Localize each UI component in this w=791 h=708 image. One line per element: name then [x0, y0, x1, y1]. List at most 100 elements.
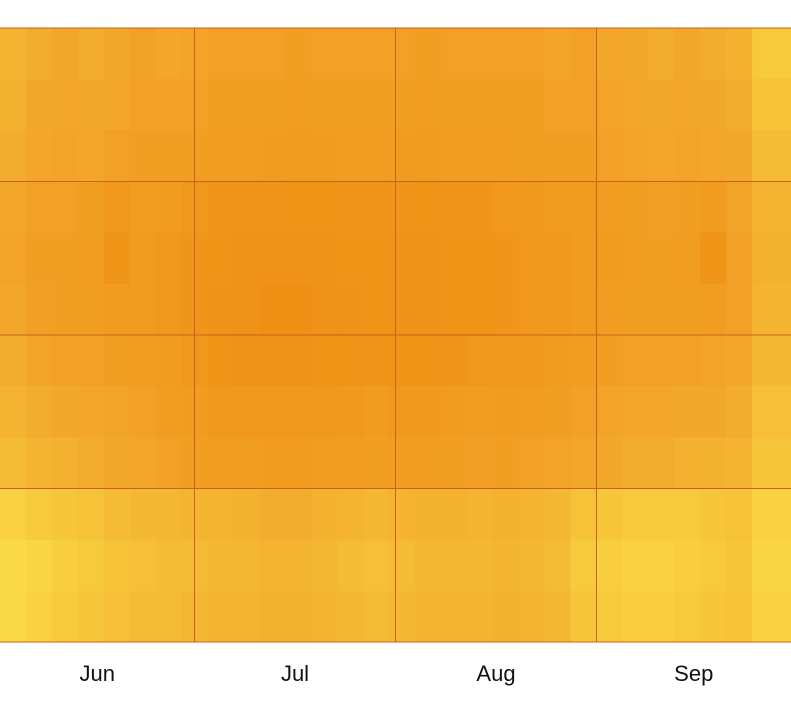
heatmap-cell [492, 28, 520, 80]
heatmap-cell [233, 335, 260, 387]
heatmap-cell [51, 386, 79, 438]
x-tick-label: Jun [80, 661, 115, 686]
heatmap-cell [51, 181, 79, 234]
heatmap-cell [285, 283, 312, 336]
heatmap-cell [492, 539, 520, 592]
heatmap-cell [674, 437, 701, 489]
heatmap-cell [752, 28, 791, 80]
heatmap-cell [285, 79, 312, 131]
heatmap-cell [648, 437, 675, 489]
heatmap-cell [51, 232, 79, 285]
heatmap-cell [259, 130, 286, 182]
heatmap-cell [622, 488, 649, 541]
heatmap-cell [77, 181, 105, 234]
heatmap-cell [259, 232, 286, 285]
heatmap-cell [233, 130, 260, 182]
heatmap-cell [207, 232, 234, 285]
heatmap-cell [337, 488, 364, 541]
heatmap-cell [233, 437, 260, 489]
heatmap-cell [622, 437, 649, 489]
heatmap-cell [700, 437, 727, 489]
heatmap-cell [155, 181, 183, 234]
heatmap-cell [596, 232, 623, 285]
heatmap-cell [259, 386, 286, 438]
heatmap-cell [700, 130, 727, 182]
heatmap-cell [674, 488, 701, 541]
heatmap-cell [622, 283, 649, 336]
heatmap-cell [25, 335, 53, 387]
heatmap-cell [77, 539, 105, 592]
heatmap-cell [700, 79, 727, 131]
heatmap-cell [440, 590, 468, 643]
heatmap-cell [103, 232, 131, 285]
heatmap-cell [440, 386, 468, 438]
heatmap-cell [700, 181, 727, 234]
heatmap-cell [518, 539, 546, 592]
heatmap-cell [0, 590, 27, 643]
heatmap-cell [492, 386, 520, 438]
heatmap-cell [25, 488, 53, 541]
heatmap-cell [51, 28, 79, 80]
heatmap-cell [648, 335, 675, 387]
heatmap-cell [363, 79, 390, 131]
heatmap-cell [77, 28, 105, 80]
x-tick-label: Aug [476, 661, 515, 686]
heatmap-cell [103, 386, 131, 438]
heatmap-cell [752, 539, 791, 592]
heatmap-cell [466, 130, 494, 182]
heatmap-cell [77, 130, 105, 182]
heatmap-cell [440, 232, 468, 285]
heatmap-cell [311, 386, 338, 438]
heatmap-cell [544, 283, 572, 336]
heatmap-cell [363, 232, 390, 285]
heatmap-cell [311, 437, 338, 489]
heatmap-cell [674, 130, 701, 182]
heatmap-cell [389, 28, 416, 80]
heatmap-cell [622, 79, 649, 131]
heatmap-cell [570, 181, 597, 234]
heatmap-cell [622, 130, 649, 182]
heatmap-cell [648, 232, 675, 285]
heatmap-cell [414, 79, 442, 131]
heatmap-cell [129, 590, 157, 643]
heatmap-cell [51, 488, 79, 541]
heatmap-cell [414, 283, 442, 336]
heatmap-cell [544, 437, 572, 489]
heatmap-cell [155, 386, 183, 438]
heatmap-cell [518, 335, 546, 387]
heatmap-cell [337, 386, 364, 438]
heatmap-cell [414, 437, 442, 489]
heatmap-cell [0, 130, 27, 182]
heatmap-cell [103, 283, 131, 336]
heatmap-cell [414, 386, 442, 438]
heatmap-cell [440, 335, 468, 387]
heatmap-cell [596, 28, 623, 80]
heatmap-cell [207, 335, 234, 387]
heatmap-cell [207, 590, 234, 643]
heatmap-cell [726, 488, 753, 541]
heatmap-cell [648, 488, 675, 541]
heatmap-cell [752, 130, 791, 182]
heatmap-cell [570, 437, 597, 489]
heatmap-cell [363, 488, 390, 541]
heatmap-cell [726, 437, 753, 489]
heatmap-cell [207, 539, 234, 592]
heatmap-cell [414, 539, 442, 592]
heatmap-cell [700, 232, 727, 285]
heatmap-cell [700, 539, 727, 592]
heatmap-cell [596, 590, 623, 643]
heatmap-cell [414, 28, 442, 80]
heatmap-cell [233, 79, 260, 131]
heatmap-cell [25, 283, 53, 336]
heatmap-cell [570, 590, 597, 643]
heatmap-cell [440, 437, 468, 489]
heatmap-cell [700, 28, 727, 80]
heatmap-cell [207, 488, 234, 541]
heatmap-cell [544, 488, 572, 541]
heatmap-cell [674, 79, 701, 131]
heatmap-cell [544, 590, 572, 643]
heatmap-cell [233, 181, 260, 234]
heatmap-cell [363, 130, 390, 182]
heatmap-cell [440, 181, 468, 234]
heatmap-cell [337, 79, 364, 131]
